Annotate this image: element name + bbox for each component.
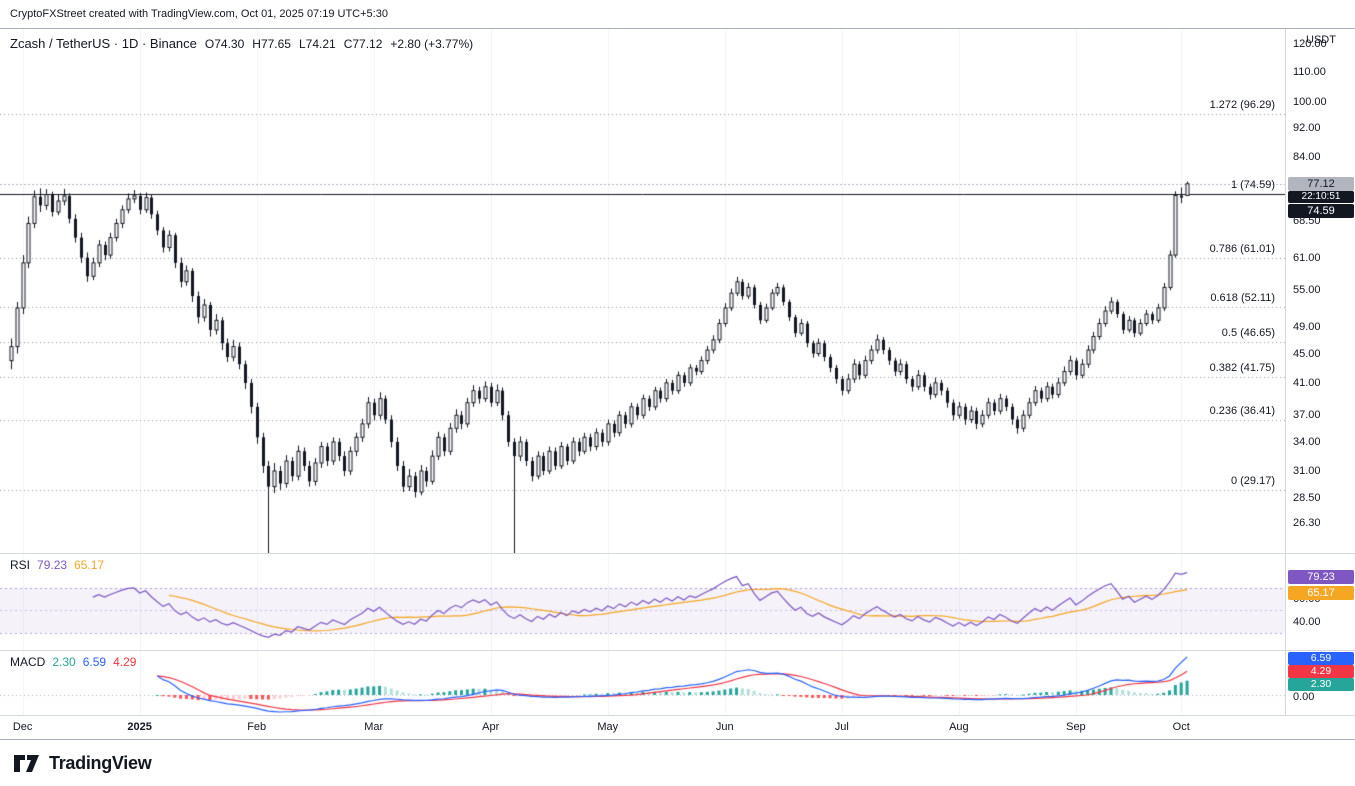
rsi-ma-value-badge: 65.17 — [1288, 586, 1354, 601]
symbol-legend: Zcash / TetherUS · 1D · Binance O74.30 H… — [10, 36, 473, 51]
macd-pane: 6.59 4.29 2.30 0.00 MACD 2.30 6.59 4.29 — [0, 651, 1355, 716]
time-axis-label: Aug — [949, 721, 969, 733]
time-axis-label: Oct — [1172, 721, 1190, 733]
rsi-value-badge: 79.23 — [1288, 570, 1354, 585]
macd-line-value: 6.59 — [82, 655, 107, 669]
macd-value-badge: 6.59 — [1288, 652, 1354, 665]
symbol-title[interactable]: Zcash / TetherUS · 1D · Binance — [10, 36, 197, 51]
price-tick-label: 92.00 — [1293, 122, 1321, 135]
price-tick-label: 68.50 — [1293, 215, 1321, 228]
price-tick-label: 100.00 — [1293, 95, 1327, 108]
price-tick-label: 110.00 — [1293, 65, 1326, 78]
price-tick-label: 55.00 — [1293, 284, 1321, 297]
last-price-badge: 77.12 — [1288, 176, 1354, 191]
tradingview-brand-text[interactable]: TradingView — [49, 752, 152, 773]
chart-area: USDT 120.00 110.00 100.00 92.00 84.00 68.50 61… — [0, 29, 1355, 740]
legend-open: O74.30 — [204, 37, 245, 51]
macd-signal-badge: 4.29 — [1288, 665, 1354, 678]
rsi-ma-value: 65.17 — [74, 558, 105, 572]
main-price-pane: USDT 120.00 110.00 100.00 92.00 84.00 68.50 61… — [0, 29, 1355, 554]
price-tick-label: 34.00 — [1293, 435, 1321, 448]
time-axis-label: Jul — [834, 721, 849, 733]
price-axis[interactable]: USDT 120.00 110.00 100.00 92.00 84.00 68.50 61… — [1285, 29, 1355, 553]
time-axis-label: Sep — [1066, 721, 1086, 733]
fib-level-price-badge: 74.59 — [1288, 203, 1354, 218]
footer: TradingView — [0, 740, 1355, 786]
macd-zero-label: 0.00 — [1293, 691, 1315, 703]
time-axis-label: Mar — [364, 721, 384, 733]
tradingview-logo-icon[interactable] — [13, 754, 40, 773]
time-axis-label: Jun — [715, 721, 734, 733]
macd-axis[interactable]: 6.59 4.29 2.30 0.00 — [1285, 651, 1355, 715]
price-tick-label: 45.00 — [1293, 347, 1321, 360]
attribution-text: CryptoFXStreet created with TradingView.… — [10, 8, 388, 20]
price-tick-label: 49.00 — [1293, 320, 1321, 333]
main-chart-canvas[interactable] — [0, 29, 1285, 553]
attribution-bar: CryptoFXStreet created with TradingView.… — [0, 0, 1355, 29]
price-tick-label: 41.00 — [1293, 376, 1321, 389]
macd-hist-value: 2.30 — [52, 655, 76, 669]
price-tick-label: 31.00 — [1293, 465, 1321, 477]
rsi-axis[interactable]: 60.0040.00 79.23 65.17 — [1285, 554, 1355, 650]
macd-signal-value: 4.29 — [113, 655, 137, 669]
macd-legend: MACD 2.30 6.59 4.29 — [10, 655, 136, 669]
time-axis-label: Apr — [482, 721, 500, 733]
rsi-legend: RSI 79.23 65.17 — [10, 558, 104, 572]
macd-canvas[interactable] — [0, 651, 1285, 715]
time-axis[interactable]: Dec 2025 Feb Mar Apr May Jun Jul Aug Sep Oct — [0, 716, 1355, 740]
time-axis-label: Feb — [247, 721, 267, 733]
legend-high: H77.65 — [252, 37, 291, 51]
time-axis-label: 2025 — [127, 721, 152, 733]
legend-change: +2.80 (+3.77%) — [390, 37, 474, 51]
legend-close: C77.12 — [343, 37, 383, 51]
rsi-value: 79.23 — [37, 558, 68, 572]
rsi-pane: 60.0040.00 79.23 65.17 RSI 79.23 65.17 — [0, 554, 1355, 651]
price-tick-label: 84.00 — [1293, 150, 1321, 163]
macd-hist-badge: 2.30 — [1288, 678, 1354, 691]
price-tick-label: 120.00 — [1293, 38, 1327, 51]
time-axis-label: May — [597, 721, 619, 733]
rsi-canvas[interactable] — [0, 554, 1285, 650]
bar-close-countdown: 22:10:51 — [1288, 190, 1354, 203]
price-tick-label: 28.50 — [1293, 491, 1321, 504]
price-tick-label: 61.00 — [1293, 251, 1321, 264]
axis-currency-label: USDT — [1306, 34, 1336, 46]
rsi-title[interactable]: RSI — [10, 558, 31, 572]
legend-low: L74.21 — [298, 37, 336, 51]
time-axis-label: Dec — [12, 721, 33, 733]
price-tick-label: 37.00 — [1293, 409, 1321, 422]
rsi-tick-label: 40.00 — [1293, 615, 1321, 628]
macd-title[interactable]: MACD — [10, 655, 46, 669]
price-tick-label: 26.30 — [1293, 516, 1321, 529]
